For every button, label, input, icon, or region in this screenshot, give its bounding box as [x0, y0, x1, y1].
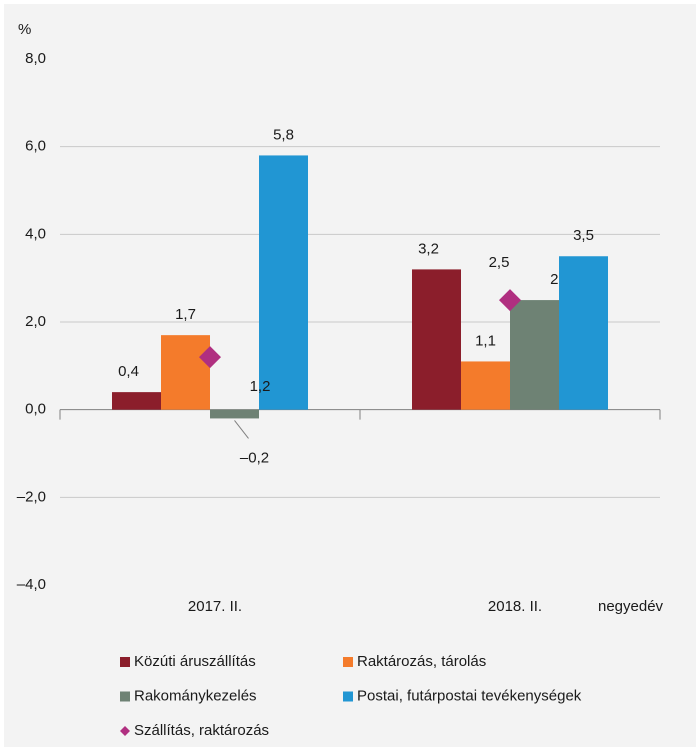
legend-label: Rakománykezelés — [134, 687, 257, 704]
data-label: 1,2 — [250, 378, 271, 395]
legend-swatch — [120, 691, 130, 702]
legend-label: Közúti áruszállítás — [134, 653, 256, 670]
data-label: 2,5 — [489, 254, 510, 271]
bar — [112, 392, 161, 410]
data-label: 3,2 — [418, 240, 439, 257]
legend-label: Szállítás, raktározás — [134, 722, 269, 739]
data-label: 3,5 — [573, 227, 594, 244]
y-tick-label: 8,0 — [25, 50, 46, 67]
bar — [461, 361, 510, 410]
bar — [510, 300, 559, 410]
legend-swatch — [343, 691, 353, 702]
legend-label: Raktározás, tárolás — [357, 653, 486, 670]
data-label: –0,2 — [240, 449, 269, 466]
y-tick-label: 6,0 — [25, 138, 46, 155]
x-tick-label: 2017. II. — [188, 598, 242, 615]
y-tick-label: –4,0 — [17, 576, 46, 593]
bar — [161, 335, 210, 410]
data-label: 1,1 — [475, 332, 496, 349]
legend-marker — [120, 726, 130, 736]
bar — [412, 269, 461, 410]
y-tick-label: 2,0 — [25, 313, 46, 330]
bar — [210, 409, 259, 419]
legend-label: Postai, futárpostai tevékenységek — [357, 687, 582, 704]
marker — [199, 346, 221, 369]
leader-line — [234, 420, 249, 439]
legend-swatch — [343, 657, 353, 667]
data-label: 0,4 — [118, 363, 139, 380]
data-label: 5,8 — [273, 126, 294, 143]
y-tick-label: 0,0 — [25, 401, 46, 418]
x-tick-label: 2018. II. — [488, 598, 542, 615]
bar — [559, 256, 608, 410]
marker — [499, 289, 521, 312]
y-tick-label: –2,0 — [17, 488, 46, 505]
y-unit: % — [18, 21, 31, 38]
y-tick-label: 4,0 — [25, 225, 46, 242]
data-label: 1,7 — [175, 306, 196, 323]
x-axis-label: negyedév — [598, 598, 664, 615]
bar — [259, 155, 308, 410]
legend-swatch — [120, 657, 130, 667]
